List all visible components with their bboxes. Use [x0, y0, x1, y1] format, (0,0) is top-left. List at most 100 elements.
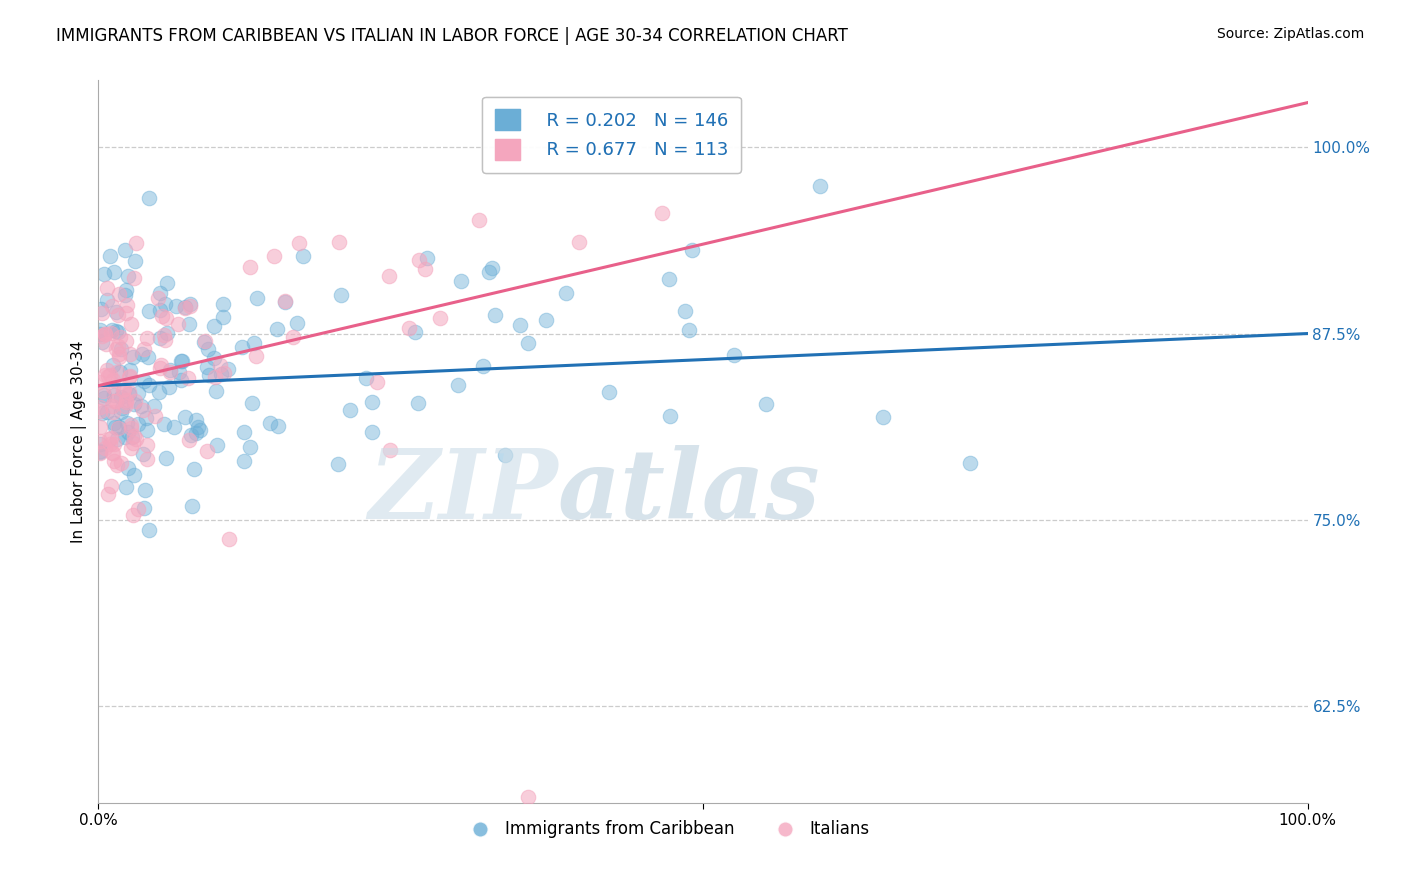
Point — [101, 373, 124, 387]
Point — [89, 446, 111, 460]
Point — [450, 274, 472, 288]
Point — [100, 479, 122, 493]
Point — [89, 419, 111, 434]
Point — [198, 368, 221, 383]
Point — [103, 388, 125, 402]
Point — [89, 437, 111, 451]
Point — [209, 367, 232, 381]
Point — [245, 291, 267, 305]
Point — [233, 454, 256, 468]
Point — [132, 447, 155, 461]
Point — [329, 287, 352, 301]
Point — [90, 302, 112, 317]
Point — [96, 293, 118, 307]
Point — [114, 400, 136, 414]
Point — [138, 304, 160, 318]
Point — [138, 377, 160, 392]
Point — [429, 311, 451, 326]
Point — [755, 397, 778, 411]
Point — [354, 371, 377, 385]
Point — [115, 395, 138, 409]
Point — [105, 324, 128, 338]
Point — [118, 363, 141, 377]
Point — [214, 366, 236, 380]
Point — [93, 387, 115, 401]
Point — [114, 243, 136, 257]
Point — [122, 467, 145, 482]
Point — [93, 391, 115, 405]
Point — [115, 306, 138, 320]
Point — [657, 272, 679, 286]
Point — [101, 300, 124, 314]
Point — [183, 461, 205, 475]
Point — [124, 393, 146, 408]
Point — [93, 267, 115, 281]
Point — [89, 404, 111, 418]
Point — [103, 437, 125, 451]
Point — [101, 446, 124, 460]
Point — [202, 351, 225, 365]
Point — [149, 331, 172, 345]
Text: atlas: atlas — [558, 445, 821, 539]
Point — [179, 297, 201, 311]
Point — [96, 404, 118, 418]
Point — [170, 354, 193, 368]
Point — [467, 212, 489, 227]
Point — [91, 384, 114, 398]
Point — [107, 351, 129, 365]
Point — [408, 396, 430, 410]
Point — [180, 500, 202, 514]
Point — [103, 416, 125, 430]
Point — [124, 428, 146, 442]
Point — [127, 386, 149, 401]
Point — [115, 283, 138, 297]
Point — [87, 375, 110, 389]
Point — [96, 281, 118, 295]
Point — [481, 261, 503, 276]
Point — [484, 308, 506, 322]
Point — [107, 325, 129, 339]
Point — [494, 448, 516, 462]
Point — [136, 438, 159, 452]
Point — [91, 305, 114, 319]
Point — [110, 365, 132, 379]
Text: IMMIGRANTS FROM CARIBBEAN VS ITALIAN IN LABOR FORCE | AGE 30-34 CORRELATION CHAR: IMMIGRANTS FROM CARIBBEAN VS ITALIAN IN … — [56, 27, 848, 45]
Point — [136, 350, 159, 364]
Point — [153, 417, 176, 431]
Point — [174, 410, 197, 425]
Point — [174, 300, 197, 314]
Point — [112, 382, 135, 396]
Point — [155, 333, 177, 347]
Point — [211, 297, 233, 311]
Point — [117, 425, 139, 440]
Point — [366, 376, 388, 390]
Point — [121, 430, 143, 444]
Text: Source: ZipAtlas.com: Source: ZipAtlas.com — [1216, 27, 1364, 41]
Point — [120, 318, 142, 332]
Point — [810, 179, 832, 194]
Point — [149, 286, 172, 301]
Point — [103, 454, 125, 468]
Point — [150, 309, 173, 323]
Point — [360, 425, 382, 440]
Point — [108, 347, 131, 361]
Point — [148, 384, 170, 399]
Point — [91, 329, 114, 343]
Point — [149, 361, 172, 376]
Point — [159, 363, 181, 377]
Point — [105, 365, 128, 379]
Point — [193, 335, 215, 350]
Point — [568, 235, 591, 249]
Point — [408, 252, 430, 267]
Point — [243, 336, 266, 351]
Point — [143, 399, 166, 413]
Point — [107, 308, 129, 322]
Point — [267, 418, 290, 433]
Point — [266, 322, 288, 336]
Point — [292, 249, 315, 263]
Point — [120, 421, 142, 435]
Point — [208, 359, 231, 373]
Point — [111, 401, 134, 415]
Point — [118, 387, 141, 401]
Point — [681, 243, 703, 257]
